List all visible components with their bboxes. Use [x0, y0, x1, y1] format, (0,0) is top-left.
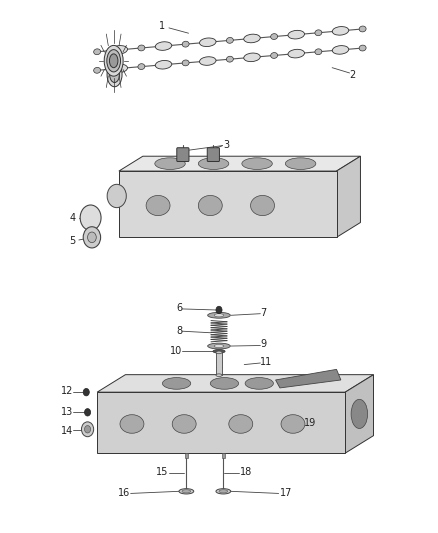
Ellipse shape: [315, 30, 322, 36]
Ellipse shape: [110, 54, 118, 68]
Ellipse shape: [216, 351, 222, 354]
Ellipse shape: [208, 312, 230, 318]
Text: 12: 12: [61, 386, 73, 396]
Ellipse shape: [94, 49, 101, 55]
Text: 16: 16: [117, 488, 130, 498]
FancyBboxPatch shape: [177, 148, 189, 161]
Text: 3: 3: [223, 140, 230, 150]
Ellipse shape: [351, 399, 367, 429]
Circle shape: [88, 232, 96, 243]
Text: 5: 5: [69, 236, 75, 246]
Ellipse shape: [155, 60, 172, 69]
Ellipse shape: [208, 343, 230, 349]
Text: 2: 2: [350, 70, 356, 79]
Ellipse shape: [107, 50, 120, 72]
Ellipse shape: [146, 196, 170, 216]
Circle shape: [81, 422, 94, 437]
Ellipse shape: [155, 158, 185, 169]
Ellipse shape: [219, 490, 228, 493]
Ellipse shape: [182, 60, 189, 66]
Ellipse shape: [182, 490, 191, 493]
Ellipse shape: [111, 45, 127, 54]
Bar: [222, 453, 225, 458]
Ellipse shape: [251, 196, 275, 216]
Ellipse shape: [244, 53, 260, 62]
Ellipse shape: [198, 196, 222, 216]
Ellipse shape: [214, 344, 224, 348]
Ellipse shape: [155, 42, 172, 50]
Circle shape: [80, 205, 101, 230]
Ellipse shape: [286, 158, 316, 169]
Bar: [185, 453, 188, 458]
Ellipse shape: [288, 50, 304, 58]
Text: 13: 13: [61, 407, 73, 417]
Ellipse shape: [271, 53, 278, 59]
Ellipse shape: [271, 34, 278, 39]
Ellipse shape: [94, 67, 101, 73]
Ellipse shape: [199, 56, 216, 66]
Circle shape: [85, 425, 91, 433]
Ellipse shape: [315, 49, 322, 55]
Ellipse shape: [111, 64, 127, 72]
Text: 15: 15: [155, 467, 168, 477]
Text: 7: 7: [260, 308, 267, 318]
Ellipse shape: [162, 377, 191, 389]
Ellipse shape: [214, 314, 224, 317]
Text: 9: 9: [260, 340, 266, 350]
Ellipse shape: [359, 45, 366, 51]
Ellipse shape: [226, 56, 233, 62]
Text: 18: 18: [240, 467, 252, 477]
Ellipse shape: [104, 45, 123, 76]
Text: 8: 8: [176, 326, 182, 336]
FancyBboxPatch shape: [207, 148, 219, 161]
Ellipse shape: [138, 63, 145, 69]
Ellipse shape: [182, 41, 189, 47]
Ellipse shape: [359, 26, 366, 32]
Ellipse shape: [229, 415, 253, 433]
Text: 4: 4: [69, 213, 75, 223]
Ellipse shape: [210, 377, 239, 389]
Ellipse shape: [107, 62, 122, 87]
Ellipse shape: [120, 415, 144, 433]
Ellipse shape: [244, 34, 260, 43]
Text: 10: 10: [170, 346, 182, 356]
Ellipse shape: [332, 27, 349, 35]
Circle shape: [107, 184, 126, 208]
Ellipse shape: [226, 37, 233, 43]
Circle shape: [216, 306, 222, 314]
Ellipse shape: [216, 489, 231, 494]
Polygon shape: [97, 375, 374, 392]
Circle shape: [83, 227, 101, 248]
Ellipse shape: [213, 350, 225, 353]
Polygon shape: [97, 392, 345, 453]
Bar: [216, 352, 222, 375]
Polygon shape: [345, 375, 374, 453]
Ellipse shape: [281, 415, 305, 433]
Ellipse shape: [288, 30, 304, 39]
Polygon shape: [119, 171, 336, 237]
Circle shape: [85, 409, 91, 416]
Ellipse shape: [179, 489, 194, 494]
Polygon shape: [119, 156, 360, 171]
Ellipse shape: [216, 374, 222, 376]
Ellipse shape: [199, 38, 216, 46]
Text: 19: 19: [304, 418, 316, 428]
Ellipse shape: [198, 158, 229, 169]
Text: 6: 6: [176, 303, 182, 313]
Text: 14: 14: [61, 426, 73, 436]
Ellipse shape: [172, 415, 196, 433]
Ellipse shape: [332, 46, 349, 54]
Ellipse shape: [245, 377, 273, 389]
Circle shape: [83, 389, 89, 396]
Ellipse shape: [242, 158, 272, 169]
Polygon shape: [336, 156, 360, 237]
Polygon shape: [276, 369, 341, 388]
Ellipse shape: [110, 67, 120, 83]
Text: 11: 11: [260, 357, 272, 367]
Ellipse shape: [138, 45, 145, 51]
Text: 17: 17: [280, 488, 292, 498]
Text: 1: 1: [159, 21, 166, 31]
